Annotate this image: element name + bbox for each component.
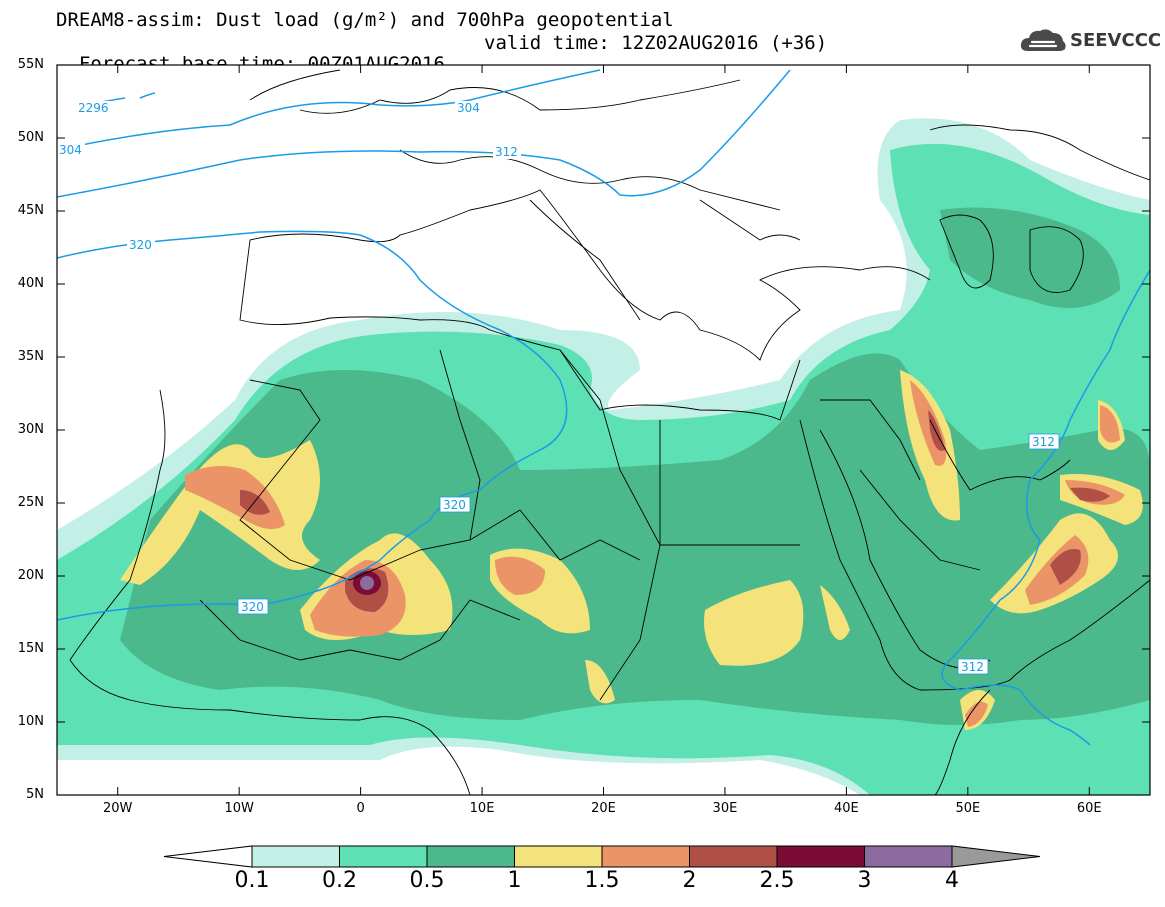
- seevccc-logo: SEEVCCC: [1018, 25, 1161, 55]
- latitude-label: 25N: [17, 495, 44, 510]
- longitude-label: 20W: [103, 801, 133, 816]
- latitude-label: 30N: [17, 422, 44, 437]
- longitude-label: 10E: [469, 801, 495, 816]
- dust-layer-3: [360, 576, 374, 590]
- colorbar-box: [601, 845, 690, 868]
- logo-text: SEEVCCC: [1070, 29, 1162, 51]
- colorbar-box: [514, 845, 603, 868]
- longitude-label: 30E: [712, 801, 738, 816]
- colorbar-under-triangle: [163, 845, 253, 868]
- latitude-label: 10N: [17, 714, 44, 729]
- latitude-label: 15N: [17, 641, 44, 656]
- colorbar-box: [339, 845, 428, 868]
- colorbar-label: 0.5: [409, 868, 445, 893]
- colorbar-box: [251, 845, 340, 868]
- geopotential-contours: [57, 69, 1150, 746]
- cloud-icon: [1020, 29, 1066, 51]
- contour-label: 2296: [78, 101, 109, 115]
- contour-label: 320: [129, 238, 152, 252]
- contour-label: 320: [443, 498, 466, 512]
- map-title: DREAM8-assim: Dust load (g/m²) and 700hP…: [56, 9, 674, 31]
- longitude-label: 60E: [1076, 801, 1102, 816]
- latitude-label: 20N: [17, 568, 44, 583]
- contour-label: 304: [59, 143, 82, 157]
- colorbar-box: [864, 845, 953, 868]
- latitude-label: 45N: [17, 203, 44, 218]
- latitude-label: 55N: [17, 57, 44, 72]
- colorbar-label: 2: [682, 868, 697, 893]
- latitude-label: 40N: [17, 276, 44, 291]
- coastlines: [69, 69, 1150, 795]
- contour-label: 320: [241, 600, 264, 614]
- colorbar-label: 0.2: [322, 868, 357, 893]
- longitude-label: 20E: [591, 801, 616, 816]
- colorbar-label: 1: [507, 868, 522, 893]
- latitude-label: 35N: [17, 349, 44, 364]
- colorbar-label: 4: [945, 868, 959, 893]
- latitude-label: 5N: [26, 787, 44, 802]
- colorbar-label: 3: [857, 868, 872, 893]
- colorbar-over-triangle: [951, 845, 1041, 868]
- axis-ticks: [57, 64, 1150, 796]
- contour-label: 312: [1032, 435, 1055, 449]
- colorbar-label: 2.5: [759, 868, 795, 893]
- contour-label: 312: [495, 145, 518, 159]
- longitude-label: 10W: [224, 801, 254, 816]
- contour-label: 304: [457, 101, 480, 115]
- contour-labels: 2296 304 304 312 320 320 320 312 312: [57, 101, 1060, 675]
- latitude-label: 50N: [17, 130, 44, 145]
- contour-label: 312: [961, 660, 984, 674]
- colorbar-label: 0.1: [234, 868, 270, 893]
- longitude-label: 40E: [833, 801, 859, 816]
- colorbar-box: [689, 845, 778, 868]
- valid-time: valid time: 12Z02AUG2016 (+36): [484, 32, 828, 54]
- colorbar-label: 1.5: [584, 868, 620, 893]
- colorbar-box: [776, 845, 865, 868]
- longitude-label: 0: [356, 801, 365, 816]
- colorbar-box: [426, 845, 515, 868]
- longitude-label: 50E: [955, 801, 981, 816]
